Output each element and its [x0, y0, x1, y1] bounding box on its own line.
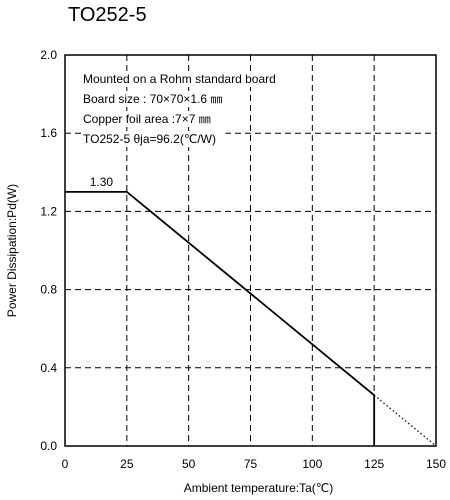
- annotation-line: Board size : 70×70×1.6 ㎜: [83, 92, 222, 106]
- x-tick-label: 100: [302, 457, 322, 471]
- x-axis-label: Ambient temperature:Ta(℃): [184, 481, 334, 495]
- x-tick-label: 25: [120, 457, 134, 471]
- y-tick-label: 1.2: [40, 204, 57, 218]
- annotation-background: [81, 111, 239, 127]
- annotation-line: Copper foil area :7×7 ㎜: [83, 112, 211, 126]
- data-series: [65, 190, 437, 447]
- annotation-background: [81, 71, 299, 87]
- plot-frame: [64, 54, 437, 447]
- x-tick-label: 150: [426, 457, 446, 471]
- x-tick-label: 50: [182, 457, 196, 471]
- y-tick-label: 1.6: [40, 126, 57, 140]
- y-tick-label: 0.8: [40, 283, 57, 297]
- x-tick-label: 75: [244, 457, 258, 471]
- x-tick-label: 125: [364, 457, 384, 471]
- tick-labels: 0 25 50 75 100 125 150 0.0 0.4 0.8 1.2 1.6 2.0: [40, 48, 446, 471]
- annotation-line: TO252-5 θja=96.2(℃/W): [83, 132, 216, 146]
- value-label: 1.30: [90, 175, 114, 189]
- y-tick-label: 2.0: [40, 48, 57, 62]
- derating-extension-line: [373, 394, 437, 447]
- annotations: Mounted on a Rohm standard board Board si…: [81, 71, 299, 189]
- annotation-line: Mounted on a Rohm standard board: [83, 72, 276, 86]
- annotation-background: [81, 91, 246, 107]
- chart-title: TO252-5: [68, 4, 147, 26]
- x-tick-label: 0: [62, 457, 69, 471]
- y-tick-label: 0.0: [40, 439, 57, 453]
- y-axis-label: Power Dissipation:Pd(W): [5, 184, 19, 317]
- derating-curve: [65, 190, 376, 446]
- y-tick-label: 0.4: [40, 361, 57, 375]
- annotation-background: [81, 131, 226, 147]
